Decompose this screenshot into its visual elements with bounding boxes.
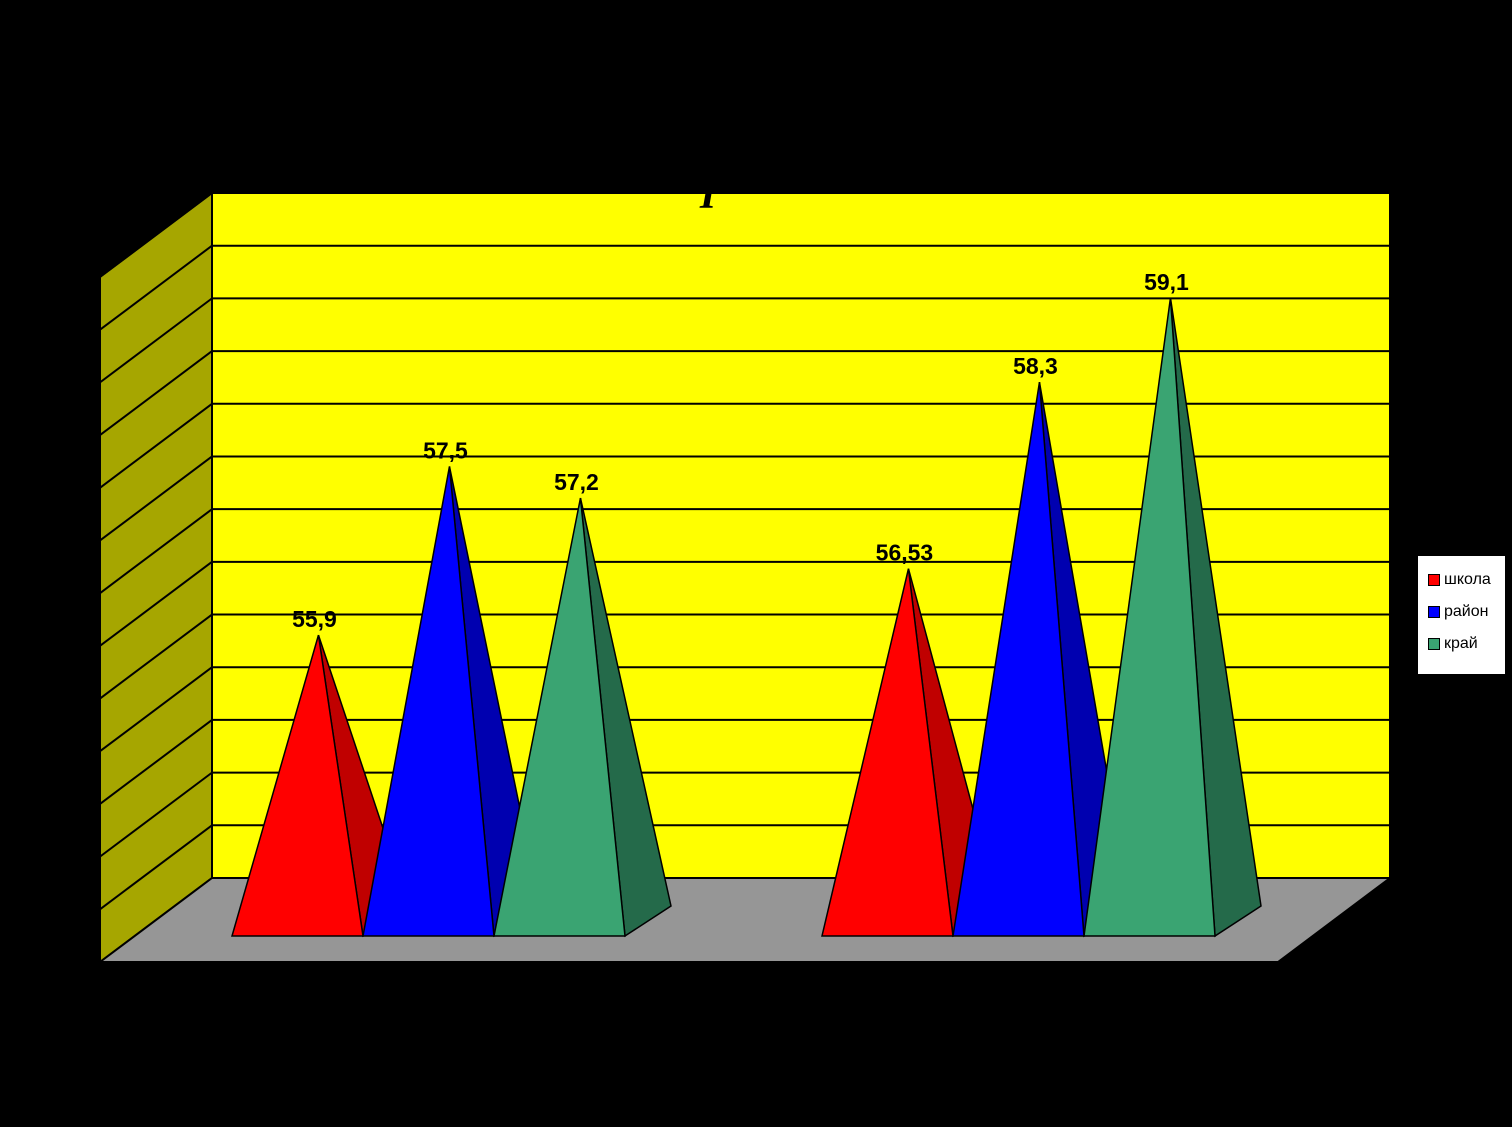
data-label: 59,1 (1144, 269, 1189, 295)
side-gridline (99, 350, 213, 436)
side-gridline (99, 613, 213, 700)
side-gridline (99, 824, 213, 911)
data-label: 57,5 (423, 437, 468, 463)
side-gridline (99, 666, 213, 753)
pyramid-front-3-1 (493, 497, 626, 937)
side-gridline (99, 192, 213, 278)
side-gridline (99, 455, 213, 542)
pyramid-front-3-2 (1083, 297, 1216, 937)
legend-swatch (1428, 574, 1440, 586)
side-gridline (99, 561, 213, 647)
side-wall (99, 191, 213, 964)
legend-label: район (1444, 603, 1489, 620)
pyramid-front-2-1 (362, 466, 495, 937)
side-gridline (99, 719, 213, 805)
legend-item: район (1418, 596, 1505, 628)
legend-label: край (1444, 635, 1478, 652)
legend-label: школа (1444, 571, 1491, 588)
pyramid-front-1-2 (821, 568, 954, 937)
legend-swatch (1428, 638, 1440, 650)
legend-item: край (1418, 628, 1505, 660)
legend-swatch (1428, 606, 1440, 618)
data-label: 55,9 (292, 606, 337, 632)
legend: школа район край (1417, 555, 1506, 675)
side-gridline (99, 771, 213, 858)
pyramid-front-2-2 (952, 382, 1085, 937)
data-label: 58,3 (1013, 353, 1058, 379)
pyramid-front-1-1 (231, 634, 364, 937)
side-gridline (99, 402, 213, 489)
side-gridline (99, 297, 213, 384)
data-label: 56,53 (876, 540, 934, 566)
side-gridline (99, 508, 213, 594)
legend-item: школа (1418, 564, 1505, 596)
data-label: 57,2 (554, 469, 599, 495)
side-gridline (99, 244, 213, 331)
chart-title: I (699, 172, 718, 218)
